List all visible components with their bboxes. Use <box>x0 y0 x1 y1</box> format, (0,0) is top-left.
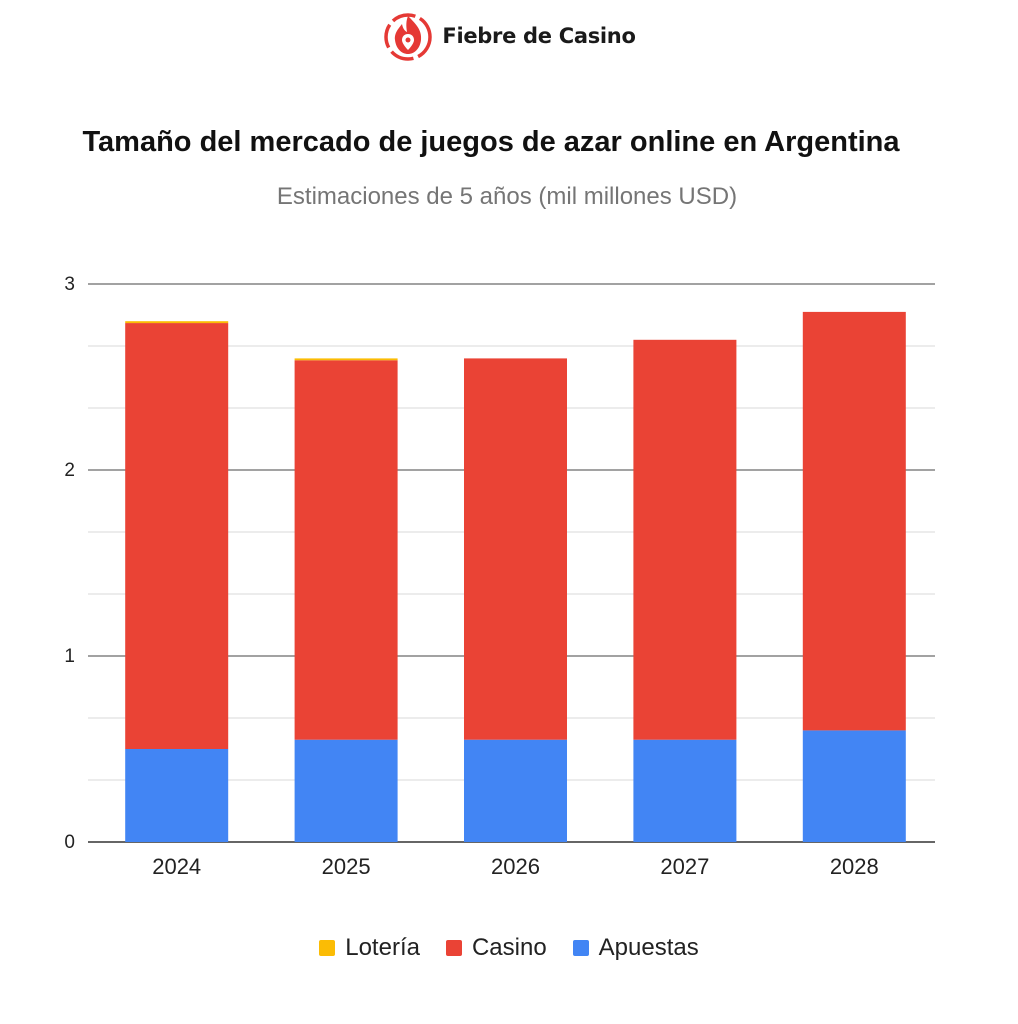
bar-casino-2025 <box>294 360 398 740</box>
x-tick-label: 2025 <box>322 854 371 879</box>
legend-swatch <box>572 940 589 956</box>
legend-swatch <box>445 940 462 956</box>
bar-casino-2026 <box>464 358 567 740</box>
bar-casino-2024 <box>125 323 229 749</box>
chart-legend: Lotería Casino Apuestas <box>0 930 1018 966</box>
legend-item: Apuestas <box>572 934 699 962</box>
legend-swatch <box>319 940 336 956</box>
brand-name: Fiebre de Casino <box>442 24 636 48</box>
stacked-bar-chart: 0 1 2 3 2024 2025 2026 2027 2028 <box>64 274 935 879</box>
x-tick-label: 2026 <box>491 854 540 879</box>
chart-subtitle: Estimaciones de 5 años (mil millones USD… <box>276 183 738 210</box>
y-tick-label: 0 <box>64 832 75 853</box>
bar-apuestas-2024 <box>125 749 229 842</box>
chart-title: Tamaño del mercado de juegos de azar onl… <box>82 126 900 158</box>
flame-location-pin-icon <box>384 13 433 61</box>
y-tick-label: 1 <box>64 646 75 667</box>
legend-item: Lotería <box>319 934 420 962</box>
y-tick-label: 3 <box>64 274 75 295</box>
bar-casino-2028 <box>802 311 906 731</box>
x-tick-label: 2028 <box>830 854 879 879</box>
bar-loteria-2025 <box>294 358 398 361</box>
bar-apuestas-2026 <box>464 739 567 842</box>
brand-header: Fiebre de Casino <box>0 8 1018 64</box>
bar-casino-2027 <box>633 339 737 740</box>
x-tick-label: 2024 <box>152 854 201 879</box>
legend-label: Casino <box>471 934 547 961</box>
y-tick-label: 2 <box>64 460 75 481</box>
legend-item: Casino <box>445 934 547 962</box>
legend-label: Apuestas <box>598 934 699 961</box>
bar-loteria-2024 <box>125 321 229 324</box>
legend-label: Lotería <box>345 934 420 961</box>
bar-apuestas-2027 <box>633 739 737 842</box>
bar-apuestas-2028 <box>802 730 906 842</box>
bar-apuestas-2025 <box>294 739 398 842</box>
x-tick-label: 2027 <box>660 854 709 879</box>
